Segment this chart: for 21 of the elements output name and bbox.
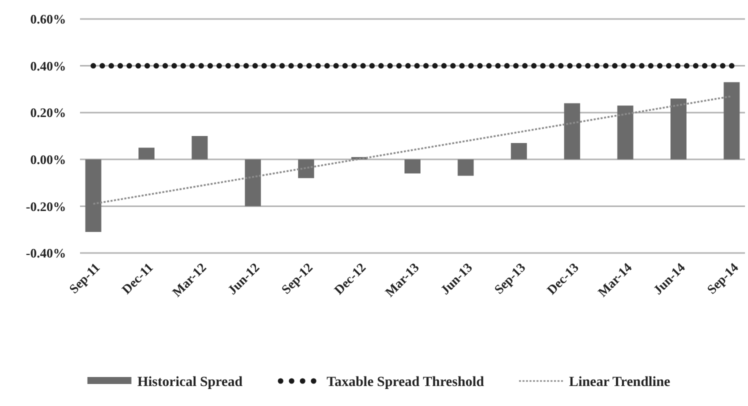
bar <box>670 98 686 160</box>
bar <box>617 106 634 160</box>
bar <box>564 103 580 160</box>
y-tick-label: 0.40% <box>30 58 66 74</box>
legend-label: Historical Spread <box>137 374 243 390</box>
y-tick-label: -0.40% <box>26 246 66 261</box>
legend-label: Taxable Spread Threshold <box>326 374 484 390</box>
y-tick-label: -0.20% <box>26 198 66 214</box>
bar <box>404 159 420 174</box>
bar <box>458 159 474 176</box>
bar <box>510 143 527 160</box>
bar <box>138 148 154 160</box>
y-tick-label: 0.00% <box>30 152 66 167</box>
bar <box>192 136 208 160</box>
legend-label: Linear Trendline <box>569 374 670 390</box>
bar <box>724 82 740 160</box>
bar <box>298 159 314 178</box>
y-tick-label: 0.60% <box>30 12 66 27</box>
y-tick-label: 0.20% <box>30 105 66 120</box>
bar <box>244 159 261 206</box>
bar <box>85 159 102 232</box>
